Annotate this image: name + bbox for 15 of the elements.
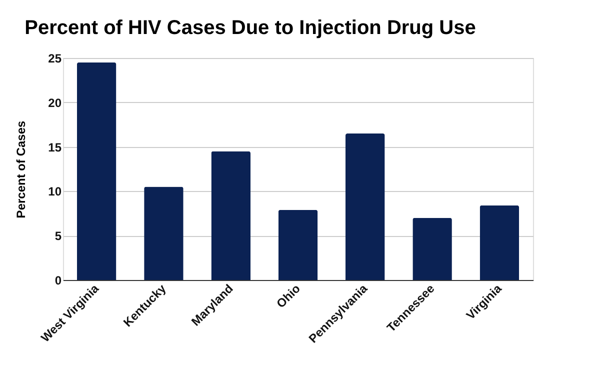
bar [346,133,385,280]
y-axis-title: Percent of Cases [14,120,28,218]
y-tick-label: 10 [48,184,62,199]
y-tick-label: 20 [48,96,62,110]
bar [480,205,520,280]
y-tick-label: 5 [54,229,62,244]
bar [76,62,116,280]
y-tick-label: 0 [54,274,62,288]
y-tick-label: 25 [48,52,62,66]
bar [412,218,452,280]
bar [211,151,250,280]
bar [144,186,184,280]
y-tick-label: 15 [48,140,62,154]
bar [278,210,318,280]
chart-title: Percent of HIV Cases Due to Injection Drug Use [24,17,476,39]
